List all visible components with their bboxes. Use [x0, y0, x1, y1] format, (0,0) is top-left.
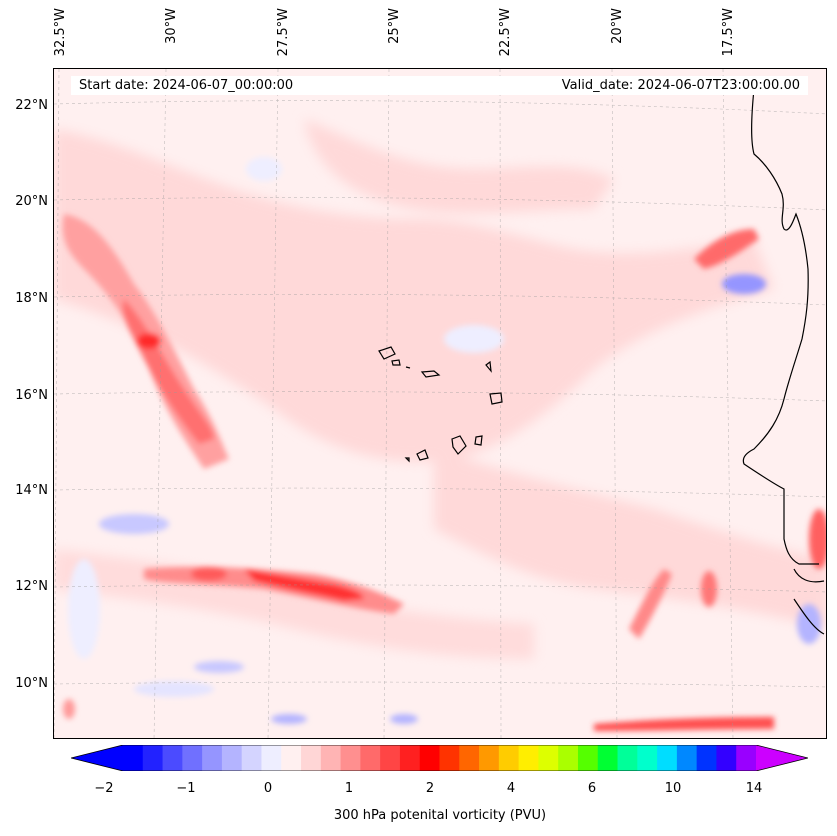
colorbar-cell — [637, 745, 658, 771]
colorbar-cell — [538, 745, 559, 771]
colorbar-cell — [162, 745, 183, 771]
colorbar — [71, 745, 808, 771]
colorbar-cell — [221, 745, 243, 771]
colorbar-tick: 1 — [344, 781, 354, 796]
colorbar-tick: −2 — [94, 781, 114, 796]
colorbar-label: 300 hPa potenital vorticity (PVU) — [333, 808, 547, 823]
lat-label-16n: 16°N — [15, 388, 48, 403]
colorbar-cell — [617, 745, 638, 771]
colorbar-cell — [142, 745, 164, 771]
colorbar-cell — [459, 745, 480, 771]
cape-verde-islands — [378, 346, 503, 463]
lon-label-22-5w: 22.5°W — [498, 8, 513, 57]
colorbar-tick: 4 — [506, 781, 516, 796]
lon-label-32-5w: 32.5°W — [53, 8, 68, 57]
info-bar: Start date: 2024-06-07_00:00:00 Valid_da… — [71, 76, 808, 95]
lat-label-22n: 22°N — [15, 98, 48, 113]
colorbar-cell — [676, 745, 698, 771]
colorbar-cell — [657, 745, 678, 771]
pv-negative-areas — [68, 157, 821, 724]
colorbar-cell — [479, 745, 500, 771]
colorbar-cell — [558, 745, 579, 771]
lon-label-27-5w: 27.5°W — [276, 8, 291, 57]
map-panel[interactable] — [53, 68, 827, 739]
colorbar-tick: 10 — [664, 781, 682, 796]
colorbar-cell — [597, 745, 619, 771]
colorbar-cell — [261, 745, 282, 771]
colorbar-extend-max — [756, 745, 808, 771]
lon-label-25w: 25°W — [387, 8, 402, 44]
colorbar-cell — [419, 745, 440, 771]
lon-label-20w: 20°W — [610, 8, 625, 44]
colorbar-tick: 6 — [587, 781, 597, 796]
pv-max-streaks — [62, 214, 826, 731]
coastline — [742, 88, 825, 635]
colorbar-cell — [716, 745, 737, 771]
colorbar-cell — [241, 745, 262, 771]
colorbar-cell — [123, 745, 144, 771]
colorbar-cell — [696, 745, 717, 771]
colorbar-extend-min — [71, 745, 123, 771]
graticule — [54, 69, 826, 738]
colorbar-cell — [439, 745, 460, 771]
colorbar-cell — [202, 745, 223, 771]
pv-field — [54, 69, 826, 738]
colorbar-tick: −1 — [176, 781, 196, 796]
lat-label-14n: 14°N — [15, 483, 48, 498]
start-date-label: Start date: 2024-06-07_00:00:00 — [79, 78, 294, 93]
lat-label-12n: 12°N — [15, 579, 48, 594]
colorbar-cell — [320, 745, 342, 771]
valid-date-label: Valid_date: 2024-06-07T23:00:00.00 — [561, 78, 800, 93]
colorbar-cell — [498, 745, 520, 771]
lon-label-17-5w: 17.5°W — [721, 8, 736, 57]
colorbar-tick: 0 — [263, 781, 273, 796]
colorbar-cell — [736, 745, 757, 771]
lon-label-30w: 30°W — [164, 8, 179, 44]
colorbar-cell — [577, 745, 599, 771]
lat-label-18n: 18°N — [15, 291, 48, 306]
colorbar-cell — [518, 745, 539, 771]
lat-label-20n: 20°N — [15, 194, 48, 209]
colorbar-cell — [182, 745, 203, 771]
colorbar-cell — [399, 745, 421, 771]
colorbar-tick: 14 — [745, 781, 763, 796]
colorbar-cell — [281, 745, 302, 771]
colorbar-tick: 2 — [425, 781, 435, 796]
lat-label-10n: 10°N — [15, 676, 48, 691]
colorbar-cell — [301, 745, 322, 771]
colorbar-cell — [360, 745, 381, 771]
colorbar-cell — [340, 745, 361, 771]
colorbar-cell — [380, 745, 401, 771]
